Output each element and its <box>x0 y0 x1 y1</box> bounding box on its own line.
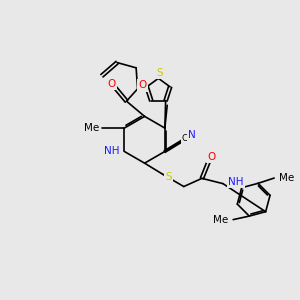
Text: NH: NH <box>103 146 119 156</box>
Text: Me: Me <box>213 214 228 225</box>
Text: O: O <box>138 80 146 90</box>
Text: O: O <box>108 79 116 88</box>
Text: S: S <box>165 172 172 182</box>
Text: O: O <box>207 152 216 162</box>
Text: S: S <box>157 68 163 78</box>
Text: Me: Me <box>84 123 99 133</box>
Text: NH: NH <box>228 177 244 187</box>
Text: N: N <box>188 130 196 140</box>
Text: C: C <box>182 134 188 143</box>
Text: Me: Me <box>279 173 295 183</box>
